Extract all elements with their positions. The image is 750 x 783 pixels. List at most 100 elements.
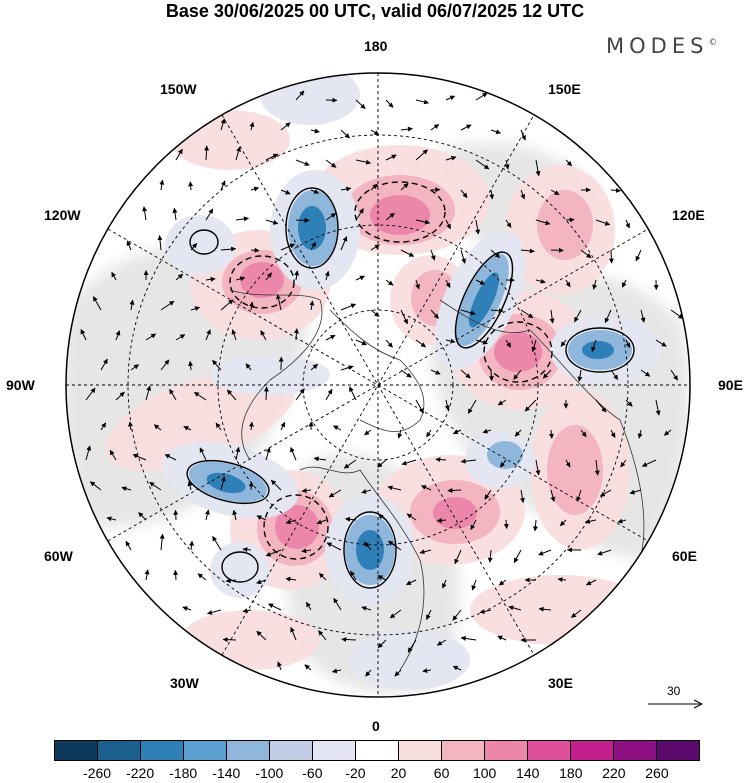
wind-vector: [400, 182, 409, 191]
wind-vector: [365, 669, 372, 677]
wind-vector: [175, 148, 183, 161]
wind-vector: [550, 247, 564, 253]
wind-vector: [294, 270, 300, 281]
wind-vector: [400, 126, 413, 132]
wind-vector: [387, 540, 402, 551]
wind-vector: [245, 363, 252, 371]
wind-vector: [490, 308, 504, 314]
lon-label-90e: 90E: [718, 377, 743, 393]
wind-vector: [400, 309, 408, 325]
wind-vector: [188, 360, 194, 371]
wind-vector: [340, 186, 352, 192]
wind-vector: [207, 609, 222, 615]
wind-vector: [205, 329, 211, 341]
wind-vector: [235, 446, 241, 461]
wind-vector: [215, 422, 222, 431]
wind-vector: [355, 208, 364, 221]
wind-vector: [460, 369, 471, 379]
wind-vector: [310, 128, 320, 134]
wind-vector: [430, 369, 441, 375]
wind-vector: [549, 309, 555, 324]
wind-vector: [304, 664, 312, 671]
wind-vector: [542, 369, 552, 379]
wind-vector: [637, 429, 643, 439]
wind-vector: [415, 99, 429, 105]
colorbar-cell: [614, 741, 657, 760]
wind-vector: [442, 579, 447, 589]
wind-vector: [577, 369, 583, 382]
colorbar-tick-label: -20: [345, 765, 366, 781]
wind-vector: [126, 240, 132, 251]
wind-vector: [505, 219, 512, 228]
polar-stereographic-map: [65, 72, 691, 698]
map-disc: [66, 73, 690, 697]
colorbar-tick-label: 60: [433, 765, 450, 781]
colorbar-tick-label: 20: [390, 765, 407, 781]
wind-vector: [85, 387, 96, 401]
wind-vector: [197, 573, 207, 581]
wind-vector: [280, 122, 291, 131]
wind-vector: [499, 459, 507, 468]
wind-vector: [144, 569, 150, 581]
wind-vector: [324, 270, 330, 281]
colorbar-tick-label: 140: [516, 765, 540, 781]
wind-vector: [290, 446, 297, 461]
wind-vector: [475, 339, 488, 345]
colorbar-cell: [227, 741, 270, 760]
wind-vector: [475, 279, 486, 285]
wind-vectors: [80, 90, 684, 677]
wind-vector: [565, 279, 571, 288]
wind-vector: [505, 339, 512, 348]
wind-vector: [415, 399, 424, 414]
wind-vector: [610, 187, 621, 193]
wind-vector: [295, 217, 310, 223]
wind-vector: [430, 249, 436, 261]
wind-vector: [204, 145, 210, 161]
wind-vector: [260, 330, 267, 341]
wind-vector: [173, 569, 179, 581]
wind-vector: [115, 391, 125, 401]
wind-vector: [498, 579, 507, 586]
wind-vector: [355, 339, 367, 346]
wind-vector: [100, 422, 107, 431]
colorbar-cell: [528, 741, 571, 760]
wind-vector: [280, 421, 286, 431]
wind-vector: [164, 454, 177, 461]
colorbar-cell: [55, 741, 98, 760]
wind-vector: [520, 309, 534, 319]
wind-vector: [436, 639, 447, 646]
wind-vector: [316, 519, 327, 525]
colorbar-tick-label: 220: [602, 765, 626, 781]
wind-vector: [538, 549, 552, 556]
wind-vector: [159, 533, 165, 551]
wind-vector: [400, 369, 412, 378]
wind-vector: [111, 271, 117, 281]
wind-vector: [189, 540, 195, 551]
wind-vector: [130, 364, 140, 371]
wind-vector: [157, 235, 163, 251]
wind-vector: [153, 424, 162, 431]
wind-vector: [129, 299, 135, 311]
wind-vector: [489, 189, 495, 200]
wind-vector: [249, 121, 255, 131]
wind-vector: [361, 489, 372, 494]
wind-vector: [277, 661, 282, 671]
wind-vector: [514, 429, 522, 437]
wind-vector: [482, 428, 492, 434]
colorbar-tick-label: 100: [472, 765, 497, 781]
lon-label-120e: 120E: [672, 207, 705, 223]
wind-vector: [199, 447, 207, 461]
wind-vector: [535, 278, 546, 284]
wind-vector: [325, 159, 337, 168]
wind-vector: [535, 219, 551, 226]
colorbar-cell: [356, 741, 399, 760]
wind-vector: [138, 512, 147, 521]
wind-vector: [520, 189, 526, 200]
wind-vector: [535, 459, 541, 476]
wind-vector: [610, 369, 619, 381]
wind-vector: [519, 489, 525, 503]
wind-vector: [190, 243, 198, 251]
wind-vector: [625, 339, 631, 349]
wind-vector: [471, 579, 477, 591]
wind-vector: [145, 385, 152, 401]
